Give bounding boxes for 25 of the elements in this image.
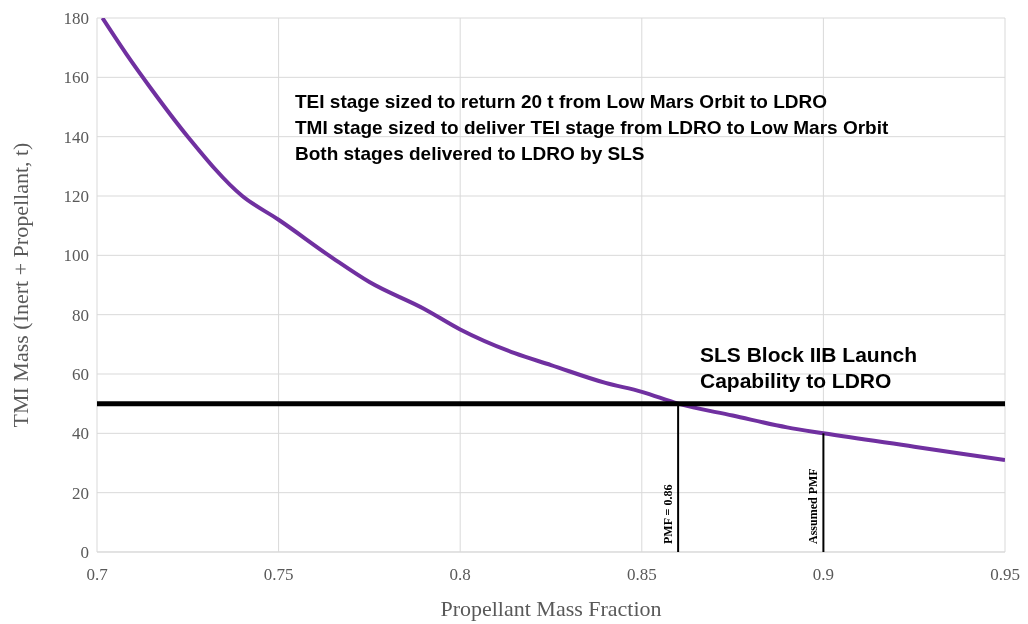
y-tick-label: 40 [72,424,89,444]
x-tick-label: 0.8 [449,565,471,584]
ref-line-label: SLS Block IIB Launch Capability to LDRO [700,342,918,392]
y-tick-label: 160 [63,68,89,88]
annotation: Both stages delivered to LDRO by SLS [295,143,645,164]
y-tick-label: 20 [72,483,89,503]
line-series [100,18,1005,463]
x-tick-label: 0.9 [812,565,835,584]
annotation: TMI stage sized to deliver TEI stage from LDRO to Low Mars Orbit [295,117,889,138]
ref-line-label: PMF = 0.86 [661,484,676,544]
x-tick-label: 0.7 [86,565,109,584]
y-tick-label: 80 [72,305,89,325]
x-tick-label: 0.85 [626,565,657,584]
ref-line-label: Assumed PMF [806,468,821,544]
y-tick-label: 0 [80,542,89,562]
y-tick-label: 120 [63,186,89,206]
y-tick-label: 60 [72,364,89,384]
y-axis-title: TMI Mass (Inert + Propellant, t) [8,142,33,428]
annotation: TEI stage sized to return 20 t from Low Mars Orbit to LDRO [295,91,828,112]
y-tick-label: 180 [63,8,89,28]
y-tick-label: 100 [63,246,89,266]
x-axis-title: Propellant Mass Fraction [440,596,662,621]
x-tick-label: 0.95 [990,565,1020,584]
x-tick-label: 0.75 [263,565,294,584]
y-tick-label: 140 [63,127,89,147]
